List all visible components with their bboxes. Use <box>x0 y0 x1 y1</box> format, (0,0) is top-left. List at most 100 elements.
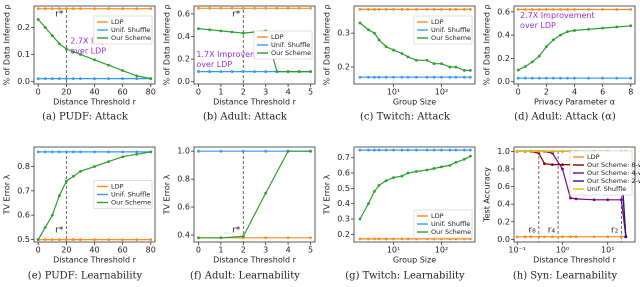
data-point <box>523 8 527 11</box>
data-point <box>516 76 520 80</box>
data-point <box>523 235 527 239</box>
data-point <box>400 148 404 152</box>
data-point <box>440 7 443 11</box>
data-point <box>559 76 562 80</box>
data-point <box>406 75 410 79</box>
legend-label: Unif. Shuffle <box>111 26 150 34</box>
data-point <box>57 194 61 198</box>
data-point <box>373 31 376 35</box>
caption: (f) Adult: Learnability <box>190 271 300 282</box>
data-point <box>592 235 596 239</box>
y-tick-label: 0.6 <box>177 9 190 18</box>
data-point <box>448 75 452 79</box>
data-point <box>462 157 466 161</box>
x-tick-label: 4 <box>286 88 291 97</box>
y-tick-label: 0.7 <box>17 186 30 195</box>
data-point <box>530 60 534 64</box>
data-point <box>241 235 245 238</box>
data-point <box>79 169 82 173</box>
x-tick-label: 0 <box>196 88 201 97</box>
data-point <box>149 238 153 241</box>
reference-label: r* <box>55 10 64 20</box>
x-axis-label: Distance Threshold r <box>213 256 296 265</box>
data-point <box>377 183 381 187</box>
data-point <box>377 237 381 241</box>
y-axis-label: % of Data Inferred ρ <box>163 4 172 85</box>
x-tick-label: 60 <box>118 88 128 97</box>
x-tick-label: 60 <box>118 246 128 255</box>
data-point <box>606 235 610 239</box>
data-point <box>392 148 395 152</box>
data-point <box>219 236 223 240</box>
data-point <box>543 149 546 153</box>
data-point <box>551 149 554 153</box>
data-point <box>537 149 541 153</box>
data-point <box>400 174 404 178</box>
y-tick-label: 0.8 <box>177 175 190 184</box>
series-line <box>198 150 311 239</box>
x-tick-label: 3 <box>263 246 268 255</box>
data-point <box>197 6 200 10</box>
data-point <box>93 58 96 62</box>
data-point <box>264 236 268 240</box>
data-point <box>462 75 466 79</box>
data-point <box>135 238 139 241</box>
data-point <box>219 149 223 153</box>
x-tick-label: 0 <box>196 246 201 255</box>
data-point <box>454 75 458 79</box>
data-point <box>544 8 548 11</box>
data-point <box>57 7 61 11</box>
data-point <box>43 26 47 29</box>
data-point <box>551 235 554 239</box>
data-point <box>530 76 534 80</box>
data-point <box>537 8 541 11</box>
data-point <box>559 33 562 37</box>
data-point <box>516 68 520 72</box>
data-point <box>79 238 82 241</box>
data-point <box>440 62 443 66</box>
data-point <box>573 8 576 11</box>
legend-label: Unif. Shuffle <box>431 26 470 34</box>
reference-label: r* <box>232 226 241 236</box>
data-point <box>543 162 546 166</box>
data-point <box>551 163 554 166</box>
data-point <box>392 75 395 79</box>
data-point <box>516 8 520 11</box>
x-tick-label: 10² <box>435 88 448 97</box>
data-point <box>373 237 376 241</box>
y-tick-label: 0.6 <box>337 169 350 178</box>
y-tick-label: 0.1 <box>17 50 30 59</box>
data-point <box>309 6 312 10</box>
x-tick-label: 0 <box>516 88 521 97</box>
data-point <box>286 6 290 10</box>
data-point <box>384 75 388 79</box>
data-point <box>253 6 256 10</box>
x-axis-label: Distance Threshold r <box>533 256 616 265</box>
data-point <box>529 235 533 239</box>
data-point <box>615 25 619 29</box>
data-point <box>406 148 410 152</box>
caption: (g) Twitch: Learnability <box>345 271 465 282</box>
data-point <box>377 38 381 42</box>
x-tick-label: 1 <box>218 246 223 255</box>
y-axis-label: TV Error λ <box>3 174 12 215</box>
data-point <box>275 6 279 10</box>
data-point <box>425 75 429 79</box>
data-point <box>50 150 54 154</box>
legend-label: Our Scheme <box>271 49 311 57</box>
data-point <box>71 150 75 154</box>
data-point <box>566 76 569 80</box>
data-point <box>50 77 54 81</box>
data-point <box>208 28 212 32</box>
data-point <box>64 238 68 241</box>
data-point <box>400 75 404 79</box>
data-point <box>79 7 82 11</box>
annotation: 1.7X Improvement <box>196 50 271 59</box>
x-axis-label: Group Size <box>393 256 436 265</box>
x-tick-label: 10² <box>435 246 448 255</box>
data-point <box>462 69 466 72</box>
data-point <box>601 76 605 80</box>
data-point <box>367 148 370 152</box>
data-point <box>392 237 395 241</box>
x-tick-label: 1 <box>218 88 223 97</box>
